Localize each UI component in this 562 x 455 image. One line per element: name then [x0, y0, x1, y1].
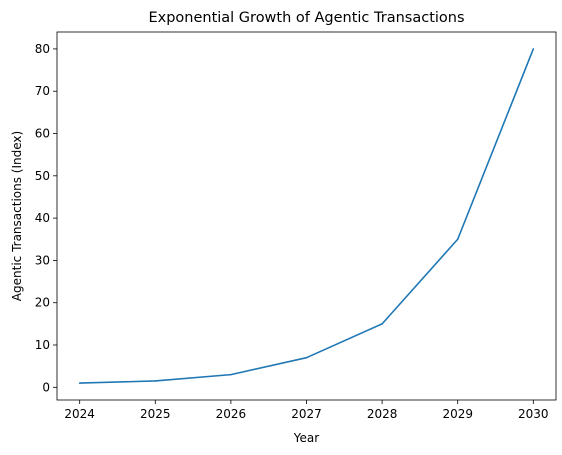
x-tick-label: 2027 [291, 407, 322, 421]
plot-area-frame [56, 31, 557, 401]
y-tick-label: 80 [35, 42, 50, 56]
y-axis: 0 10 20 30 40 50 60 70 80 [35, 42, 57, 394]
chart-title: Exponential Growth of Agentic Transactio… [148, 10, 464, 26]
data-point [456, 238, 459, 241]
data-point [305, 356, 308, 359]
y-tick-label: 40 [35, 211, 50, 225]
x-tick-label: 2029 [442, 407, 473, 421]
data-point [78, 382, 81, 384]
x-axis: 2024 2025 2026 2027 2028 2029 2030 [64, 400, 549, 421]
y-tick-label: 60 [35, 127, 50, 141]
series-layer [78, 48, 535, 384]
data-point [532, 48, 535, 50]
y-tick-label: 0 [42, 380, 50, 394]
x-tick-label: 2028 [367, 407, 398, 421]
y-tick-label: 10 [35, 338, 50, 352]
y-axis-label: Agentic Transactions (Index) [10, 131, 24, 301]
x-tick-label: 2026 [216, 407, 247, 421]
x-tick-label: 2025 [140, 407, 171, 421]
x-axis-label: Year [293, 431, 319, 445]
x-tick-label: 2030 [518, 407, 549, 421]
data-point [381, 323, 383, 325]
data-point [154, 380, 157, 382]
y-tick-label: 20 [35, 296, 50, 310]
y-tick-label: 50 [35, 169, 50, 183]
y-tick-label: 30 [35, 253, 50, 267]
data-point [230, 373, 232, 376]
y-tick-label: 70 [35, 84, 50, 98]
series-line [79, 48, 535, 384]
x-tick-label: 2024 [64, 407, 95, 421]
